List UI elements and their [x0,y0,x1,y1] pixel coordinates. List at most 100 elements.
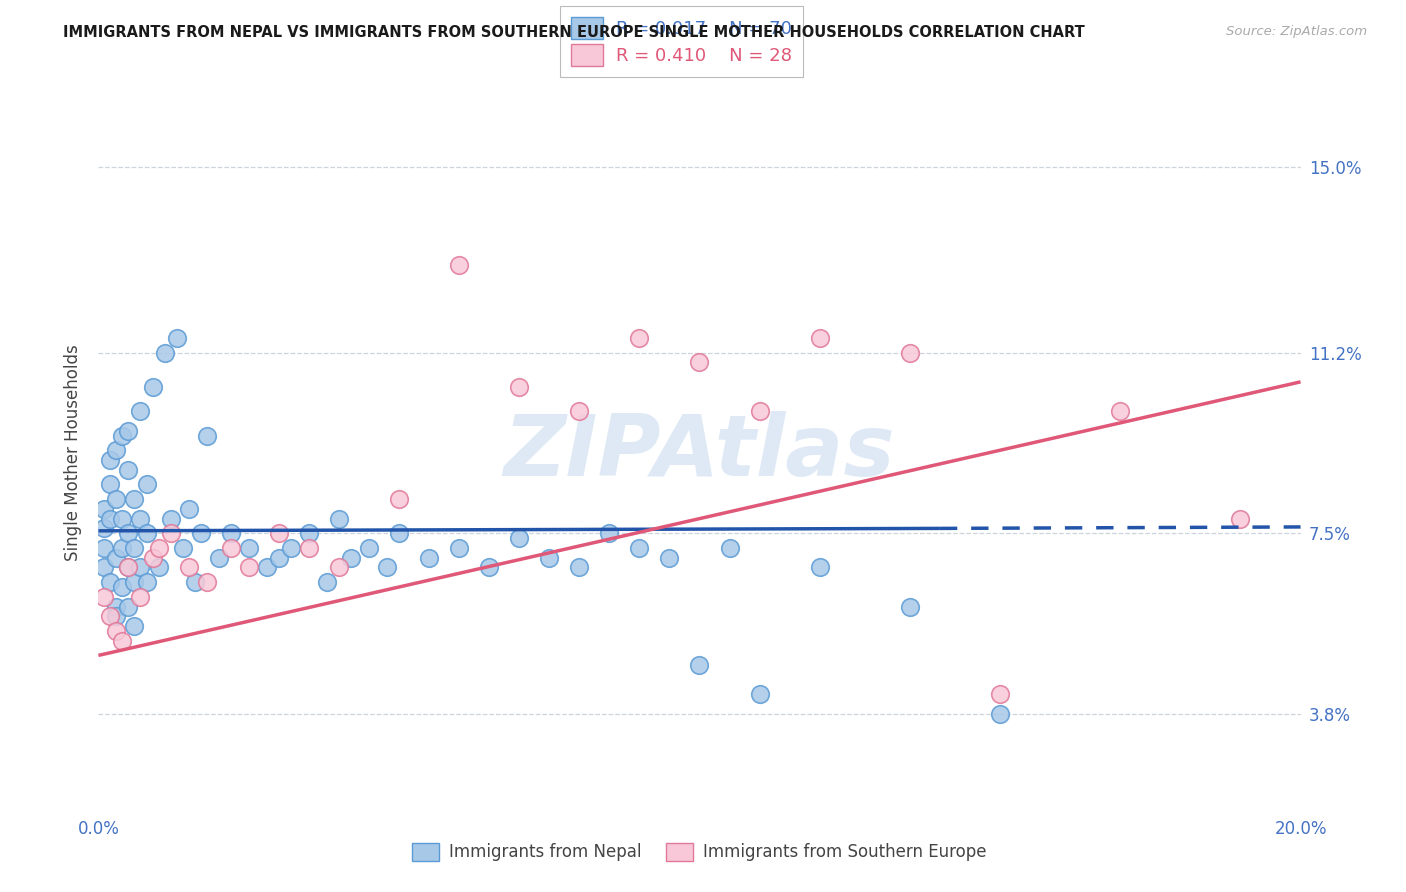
Point [628,541,651,555]
Point [1109,404,1132,418]
Point [315,575,337,590]
Point [172,541,194,555]
Point [124,541,146,555]
Point [267,550,290,565]
Point [93,501,115,516]
Point [159,526,181,541]
Point [129,404,152,418]
Point [238,560,260,574]
Point [418,550,440,565]
Point [117,599,139,614]
Point [748,688,770,702]
Point [105,624,128,638]
Point [105,550,128,565]
Point [298,541,321,555]
Point [447,541,470,555]
Point [124,575,146,590]
Point [208,550,231,565]
Point [129,590,152,604]
Point [100,609,122,624]
Point [111,541,134,555]
Point [100,511,122,525]
Point [124,619,146,633]
Point [148,560,170,574]
Point [190,526,212,541]
Point [388,526,411,541]
Point [1229,511,1251,525]
Point [808,331,831,345]
Point [105,443,128,458]
Point [688,658,710,673]
Point [117,526,139,541]
Point [105,599,128,614]
Legend: Immigrants from Nepal, Immigrants from Southern Europe: Immigrants from Nepal, Immigrants from S… [406,836,993,868]
Point [898,345,921,359]
Point [688,355,710,369]
Point [141,380,163,394]
Point [153,345,176,359]
Point [388,492,411,507]
Point [141,550,163,565]
Point [718,541,741,555]
Point [988,688,1011,702]
Point [568,404,591,418]
Point [148,541,170,555]
Point [328,511,350,525]
Point [117,560,139,574]
Point [195,428,218,442]
Point [111,633,134,648]
Point [568,560,591,574]
Point [117,463,139,477]
Point [135,526,157,541]
Point [93,590,115,604]
Point [808,560,831,574]
Text: ZIPAtlas: ZIPAtlas [503,411,896,494]
Point [628,331,651,345]
Point [105,492,128,507]
Point [658,550,681,565]
Point [111,580,134,594]
Point [105,609,128,624]
Point [357,541,380,555]
Point [267,526,290,541]
Point [166,331,188,345]
Point [748,404,770,418]
Point [447,258,470,272]
Point [177,560,200,574]
Point [111,428,134,442]
Point [129,511,152,525]
Point [129,560,152,574]
Point [256,560,278,574]
Point [177,501,200,516]
Point [298,526,321,541]
Point [238,541,260,555]
Point [508,380,530,394]
Point [93,560,115,574]
Point [100,477,122,491]
Point [478,560,501,574]
Point [135,477,157,491]
Point [340,550,363,565]
Point [111,511,134,525]
Point [159,511,181,525]
Point [100,453,122,467]
Point [100,575,122,590]
Point [598,526,620,541]
Point [117,560,139,574]
Point [508,531,530,545]
Point [124,492,146,507]
Point [195,575,218,590]
Point [183,575,205,590]
Text: IMMIGRANTS FROM NEPAL VS IMMIGRANTS FROM SOUTHERN EUROPE SINGLE MOTHER HOUSEHOLD: IMMIGRANTS FROM NEPAL VS IMMIGRANTS FROM… [63,25,1085,40]
Point [898,599,921,614]
Point [93,541,115,555]
Text: Source: ZipAtlas.com: Source: ZipAtlas.com [1226,25,1367,38]
Y-axis label: Single Mother Households: Single Mother Households [65,344,83,561]
Point [280,541,302,555]
Point [135,575,157,590]
Point [219,541,242,555]
Point [538,550,561,565]
Point [328,560,350,574]
Point [375,560,398,574]
Point [93,521,115,535]
